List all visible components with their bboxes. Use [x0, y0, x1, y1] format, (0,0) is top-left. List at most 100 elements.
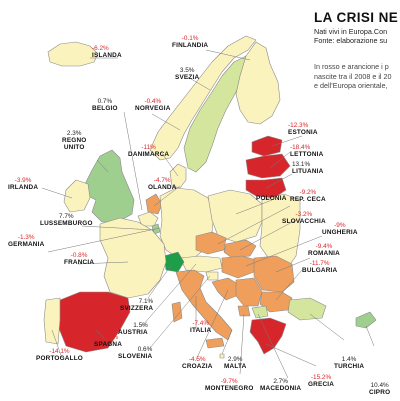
country-romania: [253, 255, 295, 293]
value-finlandia: -0.1%: [181, 35, 199, 42]
value-islanda: -6.2%: [92, 45, 109, 52]
country-east-unlabelled: [259, 193, 301, 271]
value-lettonia: -18.4%: [290, 144, 311, 151]
country-francia: [99, 217, 167, 299]
label-lituania: 13.1% LITUANIA: [292, 161, 323, 175]
island-sardegna: [171, 301, 183, 323]
name-lussemburgo: LUSSEMBURGO: [40, 220, 93, 227]
country-svizzera: [163, 251, 185, 273]
name-svezia: SVEZIA: [175, 74, 200, 81]
value-montenegro: -9.7%: [220, 378, 238, 385]
country-lettonia: [245, 153, 291, 179]
name-irlanda: IRLANDA: [8, 184, 39, 191]
name-islanda: ISLANDA: [92, 52, 122, 59]
name-norvegia: NORVEGIA: [135, 105, 171, 112]
label-germania: -1.3% GERMANIA: [8, 234, 44, 248]
name-portogallo: PORTOGALLO: [36, 355, 83, 362]
value-germania: -1.3%: [17, 234, 35, 241]
name-grecia: GRECIA: [308, 381, 335, 388]
label-portogallo: -14.1% PORTOGALLO: [36, 348, 83, 362]
country-norvegia: [149, 35, 257, 161]
name-croazia: CROAZIA: [182, 363, 213, 370]
value-rep-ceca: -9.2%: [299, 189, 317, 196]
name-romania: ROMANIA: [308, 250, 340, 257]
value-lussemburgo: 7.7%: [59, 213, 74, 220]
label-francia: -0.8% FRANCIA: [64, 252, 94, 266]
value-estonia: -12.3%: [288, 122, 309, 129]
name-italia: ITALIA: [190, 327, 212, 334]
label-bulgaria: -11.7% BULGARIA: [302, 260, 337, 274]
name-malta: MALTA: [224, 363, 247, 370]
name-bulgaria: BULGARIA: [302, 267, 338, 274]
name-austria: AUSTRIA: [118, 329, 148, 336]
label-regno-unito: 2.3% REGNO UNITO: [62, 130, 86, 151]
name-finlandia: FINLANDIA: [172, 42, 209, 49]
country-malta: [219, 353, 225, 359]
label-grecia: -15.2% GRECIA: [308, 374, 334, 388]
country-ungheria: [221, 255, 257, 279]
country-macedonia: [251, 305, 269, 319]
value-austria: 1.5%: [133, 322, 148, 329]
name-turchia: TURCHIA: [334, 363, 365, 370]
island-sicilia: [205, 337, 225, 349]
value-turchia: 1.4%: [341, 356, 357, 363]
value-olanda: -4.7%: [153, 177, 171, 184]
label-svezia: 3.5% SVEZIA: [175, 67, 199, 81]
country-spagna: [57, 291, 131, 353]
label-ungheria: -9% UNGHERIA: [322, 222, 358, 236]
value-svezia: 3.5%: [179, 67, 195, 74]
value-romania: -9.4%: [315, 243, 333, 250]
country-regno-unito: [83, 149, 135, 223]
country-slovacchia: [223, 239, 257, 259]
label-romania: -9.4% ROMANIA: [308, 243, 340, 257]
value-italia: -7.4%: [192, 320, 210, 327]
subtitle-line: Fonte: elaborazione su: [314, 36, 388, 45]
country-montenegro: [237, 305, 251, 317]
value-polonia: -6.8%: [262, 188, 280, 195]
label-turchia: 1.4% TURCHIA: [334, 356, 364, 370]
country-olanda: [145, 193, 163, 215]
country-austria: [179, 255, 223, 273]
subtitle-line: Nati vivi in Europa.Con: [314, 27, 388, 36]
country-polonia: [207, 189, 263, 243]
label-norvegia: -0.4% NORVEGIA: [135, 98, 171, 112]
name-cipro: CIPRO: [369, 389, 391, 396]
value-norvegia: -0.4%: [144, 98, 162, 105]
label-slovenia: 0.6% SLOVENIA: [118, 346, 152, 360]
name-polonia: POLONIA: [256, 195, 287, 202]
value-danimarca: -11%: [141, 144, 156, 151]
value-belgio: 0.7%: [97, 98, 113, 105]
label-finlandia: -0.1% FINLANDIA: [172, 35, 208, 49]
name-slovacchia: SLOVACCHIA: [282, 218, 326, 225]
country-portogallo: [43, 297, 61, 345]
country-finlandia: [235, 41, 281, 125]
country-bulgaria: [259, 291, 293, 313]
value-malta: 2.9%: [227, 356, 243, 363]
label-polonia: -6.8% POLONIA: [256, 188, 287, 202]
country-balkans-unlabelled: [235, 277, 263, 307]
name-slovenia: SLOVENIA: [118, 353, 153, 360]
value-macedonia: 2.7%: [273, 378, 288, 385]
country-estonia: [251, 135, 283, 157]
value-bulgaria: -11.7%: [309, 260, 330, 267]
label-olanda: -4.7% OLANDA: [148, 177, 177, 191]
value-ungheria: -9%: [334, 222, 346, 229]
country-cipro: [355, 311, 377, 329]
label-irlanda: -3.9% IRLANDA: [8, 177, 38, 191]
value-spagna: -12.8%: [97, 334, 119, 341]
label-cipro: 10.4% CIPRO: [369, 382, 390, 396]
name-danimarca: DANIMARCA: [128, 151, 170, 158]
label-malta: 2.9% MALTA: [224, 356, 246, 370]
value-slovacchia: -3.2%: [295, 211, 313, 218]
legend-note: In rosso e arancione i p nascite tra il …: [314, 62, 392, 91]
note-line: In rosso e arancione i p: [314, 62, 389, 71]
name-rep-ceca: REP. CECA: [290, 196, 326, 203]
name-svizzera: SVIZZERA: [120, 305, 154, 312]
value-cipro: 10.4%: [370, 382, 389, 389]
label-svizzera: 7.1% SVIZZERA: [120, 298, 153, 312]
label-slovacchia: -3.2% SLOVACCHIA: [282, 211, 326, 225]
value-portogallo: -14.1%: [49, 348, 70, 355]
value-svizzera: 7.1%: [138, 298, 154, 305]
country-islanda: [47, 41, 99, 67]
